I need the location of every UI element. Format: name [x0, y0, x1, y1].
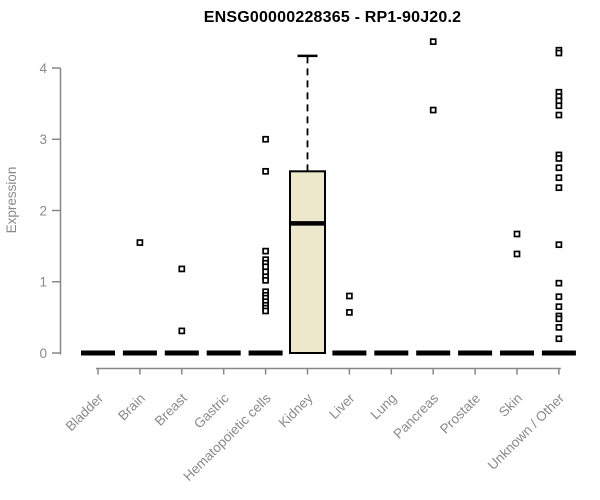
outlier-point — [513, 250, 521, 258]
outlier-point — [555, 164, 563, 172]
outlier-point — [555, 303, 563, 311]
box — [289, 170, 326, 354]
outlier-point — [555, 324, 563, 331]
y-tick-label: 1 — [39, 275, 47, 290]
y-tick-label: 4 — [39, 61, 47, 76]
outlier-point — [555, 49, 563, 57]
collapsed-box — [164, 350, 199, 356]
outlier-point — [429, 106, 437, 114]
collapsed-box — [500, 350, 534, 356]
collapsed-box — [206, 350, 241, 356]
outlier-point — [346, 292, 353, 300]
outlier-point — [555, 184, 563, 192]
outlier-point — [262, 167, 269, 175]
outlier-point — [555, 279, 563, 287]
outlier-point — [262, 135, 269, 143]
y-tick-label: 3 — [39, 132, 47, 147]
outlier-point — [555, 111, 563, 119]
y-axis-title: Expression — [4, 167, 19, 234]
outlier-point — [555, 315, 563, 323]
outlier-point — [555, 102, 563, 110]
collapsed-box — [374, 350, 409, 356]
collapsed-box — [541, 350, 576, 356]
y-tick-label: 2 — [39, 203, 47, 218]
collapsed-box — [248, 350, 283, 356]
collapsed-box — [458, 350, 493, 356]
collapsed-box — [81, 350, 115, 356]
outlier-point — [513, 230, 521, 238]
outlier-point — [178, 265, 186, 273]
x-tick-label: Unknown / Other — [485, 390, 568, 473]
x-tick-label: Liver — [326, 390, 358, 422]
x-tick-label: Prostate — [437, 391, 483, 437]
outlier-point — [262, 247, 269, 255]
outlier-point — [555, 155, 563, 162]
outlier-point — [555, 241, 563, 249]
outlier-point — [429, 38, 437, 45]
y-tick-label: 0 — [39, 346, 47, 361]
x-tick-label: Bladder — [63, 390, 107, 434]
outlier-point — [555, 174, 563, 182]
collapsed-box — [122, 350, 157, 356]
outlier-point — [346, 309, 353, 316]
x-tick-label: Pancreas — [390, 390, 441, 441]
collapsed-box — [416, 350, 451, 356]
x-tick-label: Brain — [115, 391, 148, 424]
outlier-point — [136, 239, 144, 246]
outlier-point — [178, 327, 186, 335]
chart-title: ENSG00000228365 - RP1-90J20.2 — [203, 9, 462, 26]
x-tick-label: Skin — [496, 391, 525, 420]
x-tick-label: Breast — [152, 390, 190, 428]
x-tick-label: Gastric — [191, 390, 232, 431]
outlier-point — [555, 335, 563, 343]
x-tick-label: Lung — [368, 391, 400, 423]
collapsed-box — [332, 350, 367, 356]
outlier-point — [262, 276, 269, 284]
outlier-point — [555, 293, 563, 301]
outlier-point — [262, 307, 269, 315]
x-tick-label: Kidney — [276, 390, 316, 430]
